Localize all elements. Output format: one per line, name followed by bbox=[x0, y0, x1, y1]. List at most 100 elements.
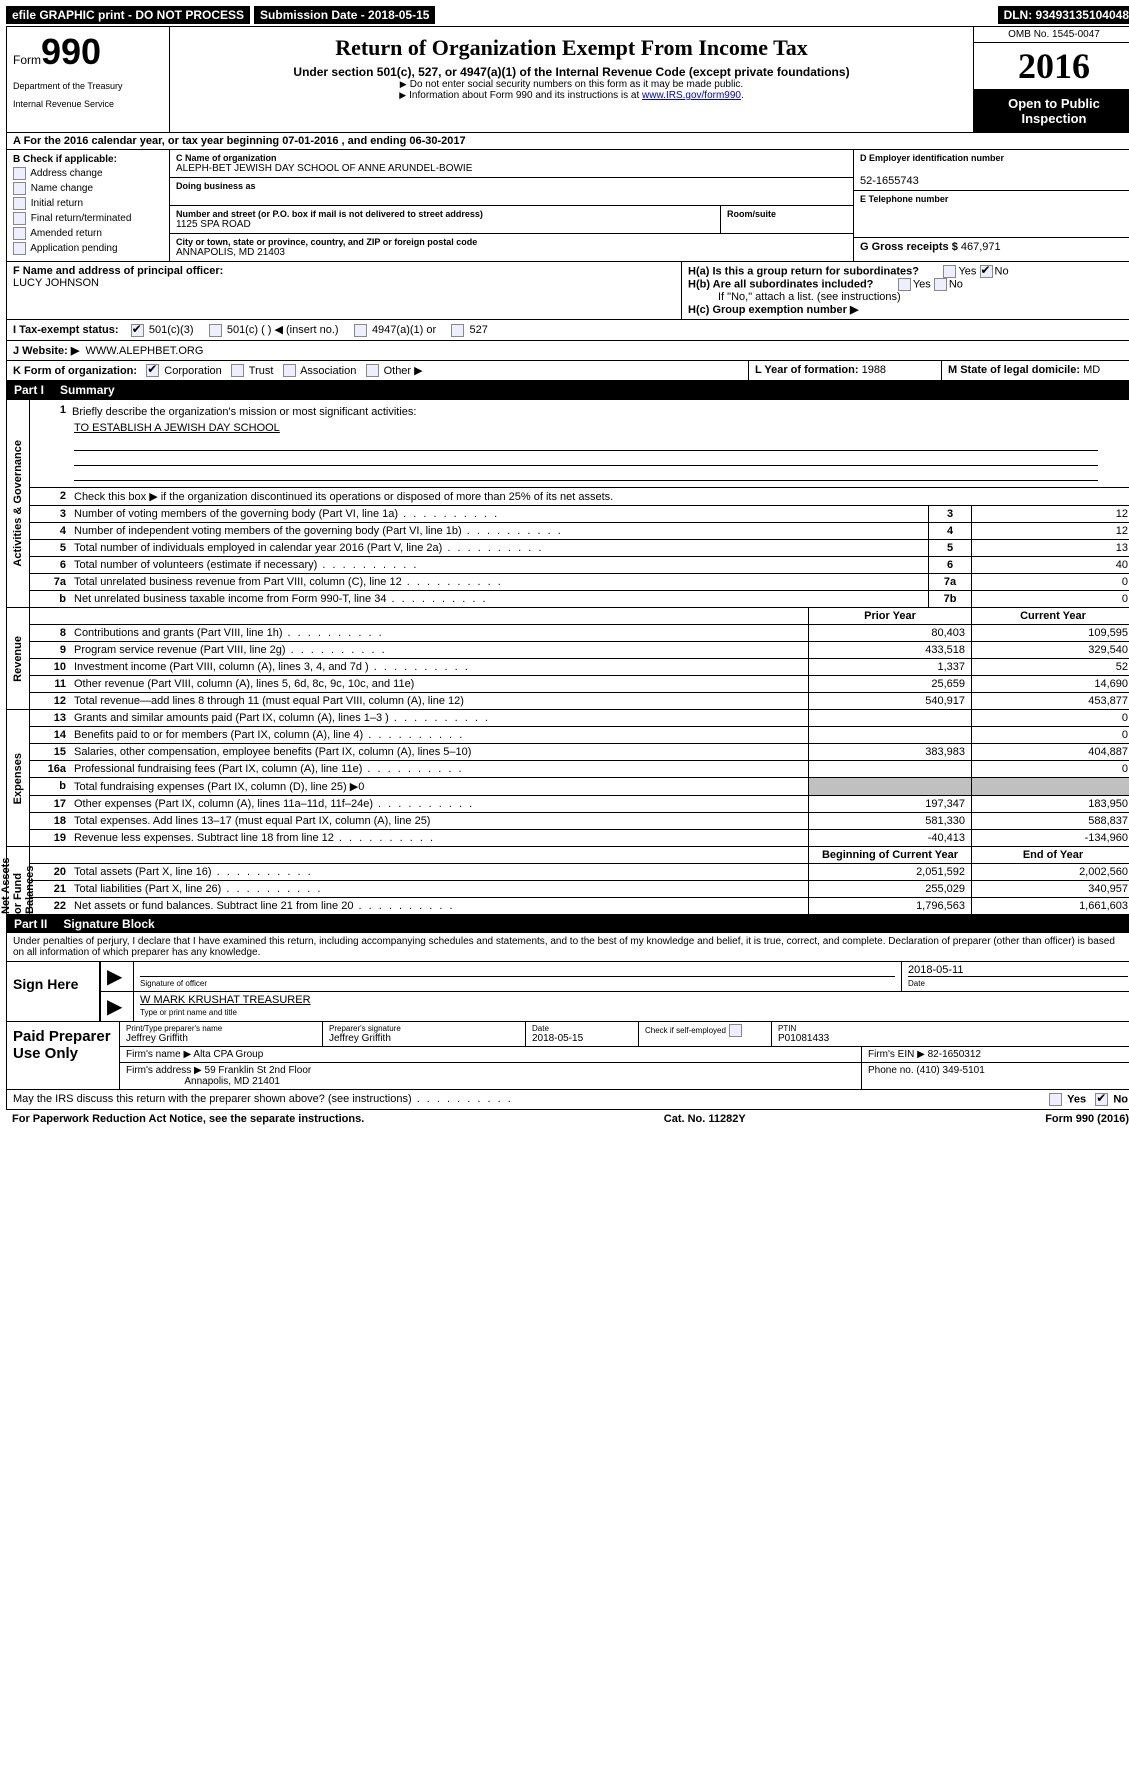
cat-no: Cat. No. 11282Y bbox=[664, 1113, 746, 1125]
section-bcd: B Check if applicable: Address change Na… bbox=[6, 150, 1129, 262]
chk-4947[interactable] bbox=[354, 324, 367, 337]
sign-here-block: Sign Here ▶ Signature of officer 2018-05… bbox=[6, 962, 1129, 1022]
firm-addr2: Annapolis, MD 21401 bbox=[184, 1076, 280, 1087]
chk-527[interactable] bbox=[451, 324, 464, 337]
line-15: Salaries, other compensation, employee b… bbox=[70, 744, 808, 760]
chk-name-change[interactable] bbox=[13, 182, 26, 195]
h-a: H(a) Is this a group return for subordin… bbox=[688, 265, 1128, 278]
p9: 433,518 bbox=[808, 642, 971, 658]
p16b bbox=[808, 778, 971, 795]
website-label: J Website: ▶ bbox=[13, 345, 79, 357]
prep-sig: Jeffrey Griffith bbox=[329, 1033, 519, 1044]
form-header: Form990 Department of the Treasury Inter… bbox=[6, 26, 1129, 133]
chk-self-emp[interactable] bbox=[729, 1024, 742, 1037]
omb-number: OMB No. 1545-0047 bbox=[974, 27, 1129, 43]
row-i: I Tax-exempt status: 501(c)(3) 501(c) ( … bbox=[6, 320, 1129, 341]
line-16a: Professional fundraising fees (Part IX, … bbox=[70, 761, 808, 777]
governance-section: Activities & Governance 1 Briefly descri… bbox=[6, 399, 1129, 608]
line-16b: Total fundraising expenses (Part IX, col… bbox=[70, 778, 808, 795]
prep-name-label: Print/Type preparer's name bbox=[126, 1024, 316, 1033]
firm-ein-label: Firm's EIN ▶ bbox=[868, 1049, 925, 1060]
form-subtitle: Under section 501(c), 527, or 4947(a)(1)… bbox=[174, 65, 969, 79]
p20: 2,051,592 bbox=[808, 864, 971, 880]
street-value: 1125 SPA ROAD bbox=[176, 219, 714, 230]
chk-other[interactable] bbox=[366, 364, 379, 377]
val-6: 40 bbox=[971, 557, 1129, 573]
c9: 329,540 bbox=[971, 642, 1129, 658]
form-org-label: K Form of organization: bbox=[13, 365, 137, 377]
line-10: Investment income (Part VIII, column (A)… bbox=[70, 659, 808, 675]
part2-title: Signature Block bbox=[63, 917, 154, 931]
p10: 1,337 bbox=[808, 659, 971, 675]
year-formation-label: L Year of formation: bbox=[755, 364, 859, 376]
row-a-tax-year: A For the 2016 calendar year, or tax yea… bbox=[6, 133, 1129, 150]
p12: 540,917 bbox=[808, 693, 971, 709]
chk-final-return[interactable] bbox=[13, 212, 26, 225]
c8: 109,595 bbox=[971, 625, 1129, 641]
chk-initial-return[interactable] bbox=[13, 197, 26, 210]
discuss-no[interactable] bbox=[1095, 1093, 1108, 1106]
p17: 197,347 bbox=[808, 796, 971, 812]
chk-application[interactable] bbox=[13, 242, 26, 255]
ha-no[interactable] bbox=[980, 265, 993, 278]
c22: 1,661,603 bbox=[971, 898, 1129, 914]
form-page: Form 990 (2016) bbox=[1045, 1113, 1129, 1125]
netassets-section: Net Assets or Fund Balances Beginning of… bbox=[6, 847, 1129, 915]
chk-amended[interactable] bbox=[13, 227, 26, 240]
c19: -134,960 bbox=[971, 830, 1129, 846]
ha-yes[interactable] bbox=[943, 265, 956, 278]
form-label: Form bbox=[13, 53, 41, 67]
sig-date-label: Date bbox=[908, 979, 925, 988]
discuss-yes[interactable] bbox=[1049, 1093, 1062, 1106]
h-b: H(b) Are all subordinates included? Yes … bbox=[688, 278, 1128, 291]
efile-tag: efile GRAPHIC print - DO NOT PROCESS bbox=[6, 6, 250, 24]
hb-no[interactable] bbox=[934, 278, 947, 291]
chk-trust[interactable] bbox=[231, 364, 244, 377]
expenses-section: Expenses 13Grants and similar amounts pa… bbox=[6, 710, 1129, 847]
line-7b: Net unrelated business taxable income fr… bbox=[70, 591, 928, 607]
chk-501c[interactable] bbox=[209, 324, 222, 337]
part1-title: Summary bbox=[60, 383, 115, 397]
p16a bbox=[808, 761, 971, 777]
footer: For Paperwork Reduction Act Notice, see … bbox=[6, 1110, 1129, 1128]
chk-corp[interactable] bbox=[146, 364, 159, 377]
typed-name: W MARK KRUSHAT TREASURER bbox=[140, 994, 1128, 1006]
officer-label: F Name and address of principal officer: bbox=[13, 265, 223, 277]
chk-501c3[interactable] bbox=[131, 324, 144, 337]
prep-date-label: Date bbox=[532, 1024, 632, 1033]
p21: 255,029 bbox=[808, 881, 971, 897]
val-3: 12 bbox=[971, 506, 1129, 522]
val-7a: 0 bbox=[971, 574, 1129, 590]
irs-link[interactable]: www.IRS.gov/form990 bbox=[642, 90, 741, 101]
end-hdr: End of Year bbox=[971, 847, 1129, 863]
line-18: Total expenses. Add lines 13–17 (must eq… bbox=[70, 813, 808, 829]
pra-notice: For Paperwork Reduction Act Notice, see … bbox=[12, 1113, 364, 1125]
row-klm: K Form of organization: Corporation Trus… bbox=[6, 361, 1129, 382]
room-label: Room/suite bbox=[727, 209, 847, 219]
perjury-statement: Under penalties of perjury, I declare th… bbox=[6, 933, 1129, 962]
gross-label: G Gross receipts $ bbox=[860, 241, 958, 253]
hb-yes[interactable] bbox=[898, 278, 911, 291]
part1-label: Part I bbox=[14, 383, 44, 397]
c13: 0 bbox=[971, 710, 1129, 726]
line-12: Total revenue—add lines 8 through 11 (mu… bbox=[70, 693, 808, 709]
box-c: C Name of organization ALEPH-BET JEWISH … bbox=[170, 150, 854, 261]
line-9: Program service revenue (Part VIII, line… bbox=[70, 642, 808, 658]
line-21: Total liabilities (Part X, line 26) bbox=[70, 881, 808, 897]
p14 bbox=[808, 727, 971, 743]
net-tab: Net Assets or Fund Balances bbox=[0, 847, 36, 914]
p18: 581,330 bbox=[808, 813, 971, 829]
chk-address-change[interactable] bbox=[13, 167, 26, 180]
domicile: MD bbox=[1083, 364, 1100, 376]
public-inspection: Open to Public Inspection bbox=[974, 90, 1129, 132]
paid-preparer-block: Paid Preparer Use Only Print/Type prepar… bbox=[6, 1022, 1129, 1090]
chk-assoc[interactable] bbox=[283, 364, 296, 377]
c11: 14,690 bbox=[971, 676, 1129, 692]
form-title: Return of Organization Exempt From Incom… bbox=[174, 35, 969, 61]
c18: 588,837 bbox=[971, 813, 1129, 829]
discuss-row: May the IRS discuss this return with the… bbox=[6, 1090, 1129, 1110]
city-value: ANNAPOLIS, MD 21403 bbox=[176, 247, 847, 258]
h-c: H(c) Group exemption number ▶ bbox=[688, 303, 1128, 316]
tax-year: 2016 bbox=[974, 43, 1129, 90]
prep-label: Paid Preparer Use Only bbox=[7, 1022, 120, 1089]
